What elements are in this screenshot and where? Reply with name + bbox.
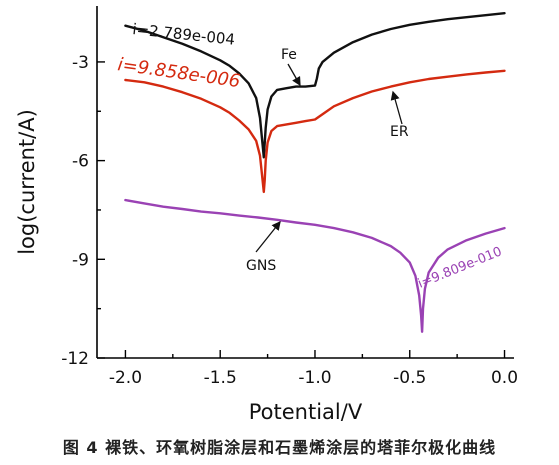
annotation-er-current: i=9.858e-006	[116, 54, 241, 92]
series-gns-line	[124, 198, 506, 333]
y-axis-title: log(current/A)	[15, 109, 39, 255]
y-tick-label: -6	[72, 152, 89, 172]
y-tick-label: -3	[72, 53, 89, 73]
er-pointer-arrow	[390, 90, 403, 125]
x-axis-title: Potential/V	[249, 400, 363, 424]
x-tick-label: -0.5	[393, 368, 426, 388]
x-tick-label: -1.5	[204, 368, 237, 388]
gns-pointer-arrow	[255, 220, 281, 253]
annotation-gns-current: i=9.809e-010	[416, 244, 504, 291]
annotation-fe-label: Fe	[281, 47, 297, 63]
fe-pointer-arrow	[287, 63, 301, 87]
annotation-er-label: ER	[390, 124, 409, 140]
x-tick-label: 0.0	[491, 368, 518, 388]
y-tick-label: -9	[72, 250, 89, 270]
x-tick-label: -2.0	[109, 368, 142, 388]
series-er-line	[124, 69, 506, 194]
y-tick-label: -12	[61, 349, 89, 369]
polarization-chart: -3 -6 -9 -12 -2.0 -1.5 -1.0 -0.5 0.0 Potential/V l…	[15, 6, 518, 424]
series-fe-line	[124, 12, 506, 159]
x-tick-label: -1.0	[298, 368, 331, 388]
figure-caption: 图 4 裸铁、环氧树脂涂层和石墨烯涂层的塔菲尔极化曲线	[62, 438, 497, 457]
annotation-gns-label: GNS	[246, 258, 276, 274]
